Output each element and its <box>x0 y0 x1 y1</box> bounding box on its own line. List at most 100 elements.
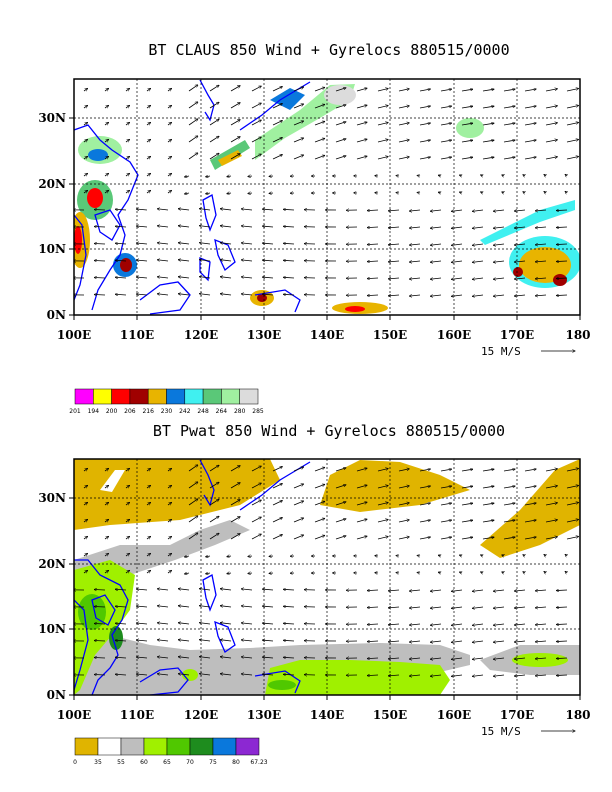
wind-arrow <box>419 89 431 92</box>
wind-arrow <box>503 486 515 489</box>
wind-arrow <box>220 589 232 590</box>
wind-arrow <box>503 123 515 126</box>
wind-arrow <box>251 154 261 160</box>
wind-arrow <box>556 261 568 262</box>
dry-region-e <box>480 459 580 558</box>
wind-arrow <box>283 277 295 278</box>
wind-arrow <box>417 175 420 176</box>
x-tick-label: 160E <box>437 328 471 342</box>
wind-arrow <box>377 468 388 472</box>
wind-arrow <box>482 140 494 143</box>
wind-arrow <box>396 192 400 193</box>
wind-arrow <box>314 121 325 126</box>
wind-arrow <box>482 486 494 489</box>
colorbar-label: 70 <box>186 759 194 766</box>
wind-arrow <box>314 87 325 92</box>
wind-arrow <box>481 555 483 556</box>
wind-arrow <box>409 590 421 591</box>
wind-arrow <box>438 572 441 573</box>
wind-arrow <box>514 210 526 211</box>
wind-arrow <box>398 123 409 126</box>
pwat-field <box>74 459 580 695</box>
colorbar-label: 60 <box>140 759 148 766</box>
wind-arrow <box>535 227 547 228</box>
wind-arrow <box>556 244 568 245</box>
wind-arrow <box>146 190 151 194</box>
wind-arrow <box>272 518 283 523</box>
wind-arrow <box>157 277 169 278</box>
wind-arrow <box>419 537 431 540</box>
wind-arrow <box>377 502 388 506</box>
wind-arrow <box>248 193 253 194</box>
wind-arrow <box>398 89 409 92</box>
wind-arrow <box>83 122 88 126</box>
wind-arrow <box>459 572 462 573</box>
wind-arrow <box>167 468 172 472</box>
wind-arrow <box>535 278 547 279</box>
wind-arrow <box>472 261 484 262</box>
wind-arrow <box>335 156 346 160</box>
wind-arrow <box>535 624 547 625</box>
wind-arrow <box>167 570 172 574</box>
wind-arrow <box>125 190 130 194</box>
wind-arrow <box>367 227 379 228</box>
wind-arrow <box>545 469 557 472</box>
wind-arrow <box>115 277 127 278</box>
wind-arrow <box>430 210 442 211</box>
colorbar-swatch <box>111 388 131 405</box>
wind-arrow <box>535 244 547 245</box>
wind-arrow <box>167 122 172 126</box>
wind-arrow <box>430 624 442 625</box>
wind-arrow <box>241 226 253 227</box>
colorbar-label: 200 <box>106 408 118 415</box>
wind-arrow <box>146 122 151 126</box>
cloud-east-1-mid <box>519 247 571 283</box>
wind-arrow <box>262 674 274 675</box>
wind-arrow <box>184 556 190 557</box>
wind-arrow <box>440 537 452 540</box>
colorbar-label: 65 <box>163 759 171 766</box>
wind-arrow <box>230 103 240 109</box>
wind-arrow <box>146 519 151 523</box>
wind-arrow <box>524 486 536 489</box>
wind-arrow <box>451 295 463 296</box>
wind-arrow <box>167 502 172 506</box>
dry-region-ne <box>320 460 470 512</box>
wind-arrow <box>566 88 579 92</box>
wind-arrow <box>556 590 568 591</box>
wind-arrow <box>335 536 346 540</box>
wind-arrow <box>482 503 494 506</box>
wind-arrow <box>167 173 172 177</box>
colorbar-swatch <box>93 388 112 405</box>
wind-arrow <box>514 227 526 228</box>
wind-arrow <box>262 277 274 278</box>
colorbar-label: 280 <box>234 408 246 415</box>
wind-arrow <box>430 658 442 659</box>
wind-arrow <box>482 469 494 472</box>
wind-arrow <box>514 278 526 279</box>
wind-arrow <box>502 555 504 556</box>
wind-arrow <box>388 278 400 279</box>
wind-arrow <box>157 209 169 210</box>
wind-arrow <box>115 226 127 227</box>
wind-arrow <box>293 138 304 143</box>
wind-arrow <box>83 502 88 506</box>
wind-arrow <box>125 88 130 92</box>
wind-arrow <box>241 606 253 607</box>
gridlines-2 <box>74 459 580 695</box>
wind-arrow <box>199 606 211 607</box>
wind-arrow <box>241 277 253 278</box>
wind-arrow <box>220 657 232 658</box>
wind-vectors-1 <box>74 85 579 297</box>
wind-arrow <box>502 175 504 176</box>
wind-arrow <box>209 102 219 109</box>
wind-arrow <box>157 589 169 590</box>
wind-arrow <box>440 89 452 92</box>
wind-arrow <box>367 624 379 625</box>
wind-arrow <box>209 533 219 540</box>
wind-arrow <box>104 553 109 557</box>
wind-arrow <box>188 153 198 160</box>
wind-arrow <box>272 104 283 109</box>
wind-arrow <box>283 589 295 590</box>
wind-arrow <box>377 485 388 489</box>
